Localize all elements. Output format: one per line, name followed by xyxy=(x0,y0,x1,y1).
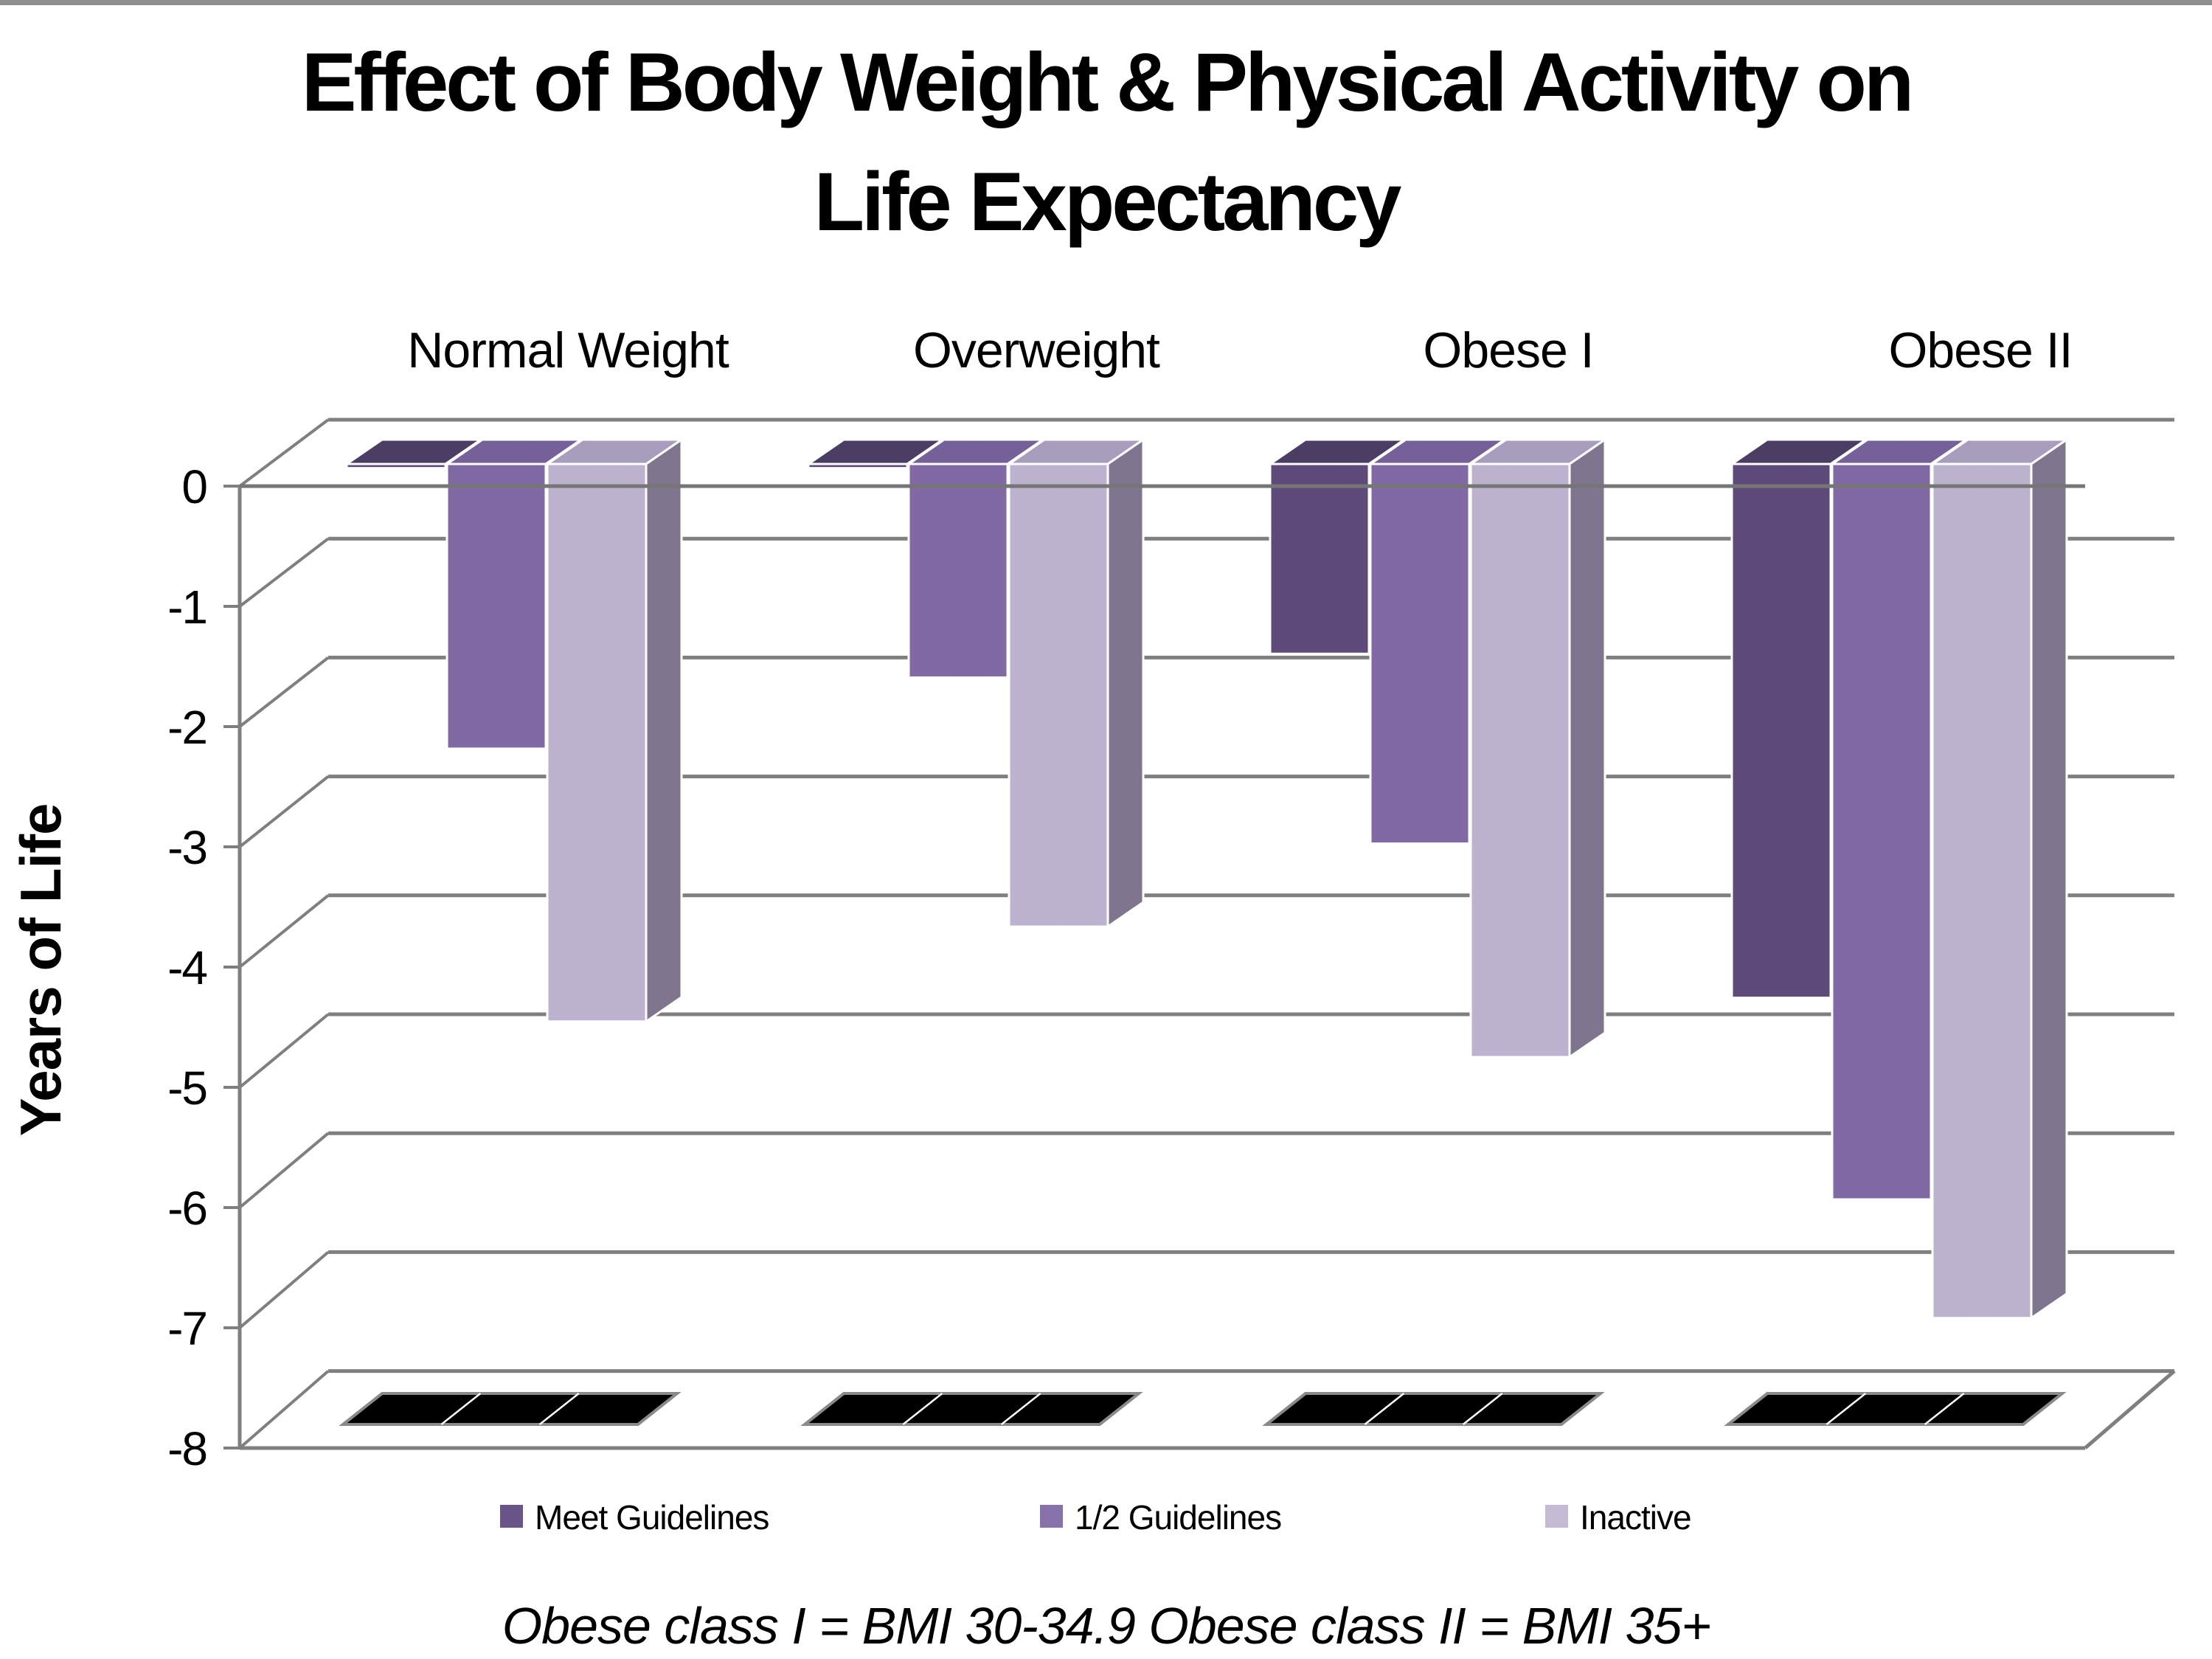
y-axis-tick-labels: 0 -1 -2 -3 -4 -5 -6 -7 -8 xyxy=(167,460,208,1475)
floor-shadow-divider xyxy=(1462,1393,1503,1425)
slide-top-border xyxy=(0,0,2212,5)
bar-1-2-guidelines-obese-ii xyxy=(1831,463,1932,1201)
gridline-leftwall-0 xyxy=(238,418,330,488)
floor-shadow-obese-i xyxy=(1262,1392,1605,1426)
chart-title-line1: Effect of Body Weight & Physical Activit… xyxy=(302,36,1912,128)
bar-1-2-guidelines-normal-weight xyxy=(445,463,547,750)
y-tick-label-2: -2 xyxy=(167,701,207,754)
category-labels: Normal Weight Overweight Obese I Obese II xyxy=(407,322,2073,378)
floor-shadow-divider xyxy=(440,1393,482,1425)
gridline-leftwall-3 xyxy=(238,775,330,848)
bar-meet-guidelines-obese-i xyxy=(1269,463,1370,655)
legend-swatch-meet-guidelines xyxy=(500,1505,523,1528)
legend-label-1-2-guidelines: 1/2 Guidelines xyxy=(1075,1498,1281,1537)
y-tick-label-8: -8 xyxy=(167,1422,207,1475)
gridline-leftwall-8 xyxy=(238,1370,330,1450)
bars-3d xyxy=(343,437,2070,1320)
bar-meet-guidelines-normal-weight xyxy=(345,463,447,470)
floor-shadow-divider xyxy=(1924,1393,1965,1425)
bar-side-inactive-obese-i xyxy=(1568,437,1606,1059)
bar-side-inactive-overweight xyxy=(1106,437,1145,929)
legend: Meet Guidelines 1/2 Guidelines Inactive xyxy=(500,1498,1692,1537)
chart-title-line2: Life Expectancy xyxy=(814,156,1402,248)
floor-shadow-divider xyxy=(1826,1393,1867,1425)
y-tick-label-0: 0 xyxy=(181,460,207,513)
category-label-obese-ii: Obese II xyxy=(1888,322,2072,378)
chart-floor xyxy=(240,1369,2176,1450)
gridline-leftwall-7 xyxy=(238,1250,330,1329)
y-tick-label-7: -7 xyxy=(167,1302,207,1355)
bar-1-2-guidelines-obese-i xyxy=(1369,463,1471,845)
floor-shadow-normal-weight xyxy=(339,1392,682,1426)
bar-meet-guidelines-obese-ii xyxy=(1730,463,1832,1000)
legend-label-inactive: Inactive xyxy=(1580,1498,1691,1537)
bar-side-inactive-obese-ii xyxy=(2030,437,2068,1320)
legend-label-meet-guidelines: Meet Guidelines xyxy=(535,1498,769,1537)
y-tick-label-6: -6 xyxy=(167,1182,207,1235)
floor-right-edge xyxy=(2084,1369,2176,1450)
y-tick-label-4: -4 xyxy=(167,941,207,994)
legend-swatch-1-2-guidelines xyxy=(1040,1505,1063,1528)
floor-shadow-obese-ii xyxy=(1724,1392,2067,1426)
bar-inactive-obese-ii xyxy=(1931,463,2033,1320)
floor-shadow-divider xyxy=(538,1393,580,1425)
floor-shadow-overweight xyxy=(800,1392,1143,1426)
legend-item-inactive: Inactive xyxy=(1545,1498,1692,1537)
legend-item-1-2-guidelines: 1/2 Guidelines xyxy=(1040,1498,1282,1537)
category-label-normal-weight: Normal Weight xyxy=(407,322,729,378)
y-tick-label-1: -1 xyxy=(167,581,207,634)
bar-inactive-overweight xyxy=(1008,463,1109,928)
y-tick-label-3: -3 xyxy=(167,821,207,874)
bar-meet-guidelines-overweight xyxy=(807,463,909,470)
bar-inactive-normal-weight xyxy=(546,463,648,1023)
gridline-leftwall-5 xyxy=(238,1013,330,1089)
category-label-obese-i: Obese I xyxy=(1423,322,1593,378)
y-axis-title: Years of Life xyxy=(8,804,73,1137)
legend-swatch-inactive xyxy=(1545,1505,1568,1528)
bar-side-inactive-normal-weight xyxy=(645,437,683,1024)
bar-1-2-guidelines-overweight xyxy=(907,463,1009,679)
floor-shadow-divider xyxy=(902,1393,943,1425)
gridline-leftwall-1 xyxy=(238,537,330,608)
floor-shadow-divider xyxy=(1364,1393,1405,1425)
y-tick-label-5: -5 xyxy=(167,1061,207,1115)
legend-item-meet-guidelines: Meet Guidelines xyxy=(500,1498,769,1537)
gridline-leftwall-6 xyxy=(238,1132,330,1209)
gridline-leftwall-2 xyxy=(238,656,330,728)
gridline-leftwall-4 xyxy=(238,894,330,969)
category-label-overweight: Overweight xyxy=(913,322,1160,378)
floor-shadow-divider xyxy=(1000,1393,1041,1425)
footnote: Obese class I = BMI 30-34.9 Obese class … xyxy=(502,1597,1711,1655)
bar-inactive-obese-i xyxy=(1469,463,1571,1059)
floor-shadow-blocks xyxy=(339,1392,2067,1426)
